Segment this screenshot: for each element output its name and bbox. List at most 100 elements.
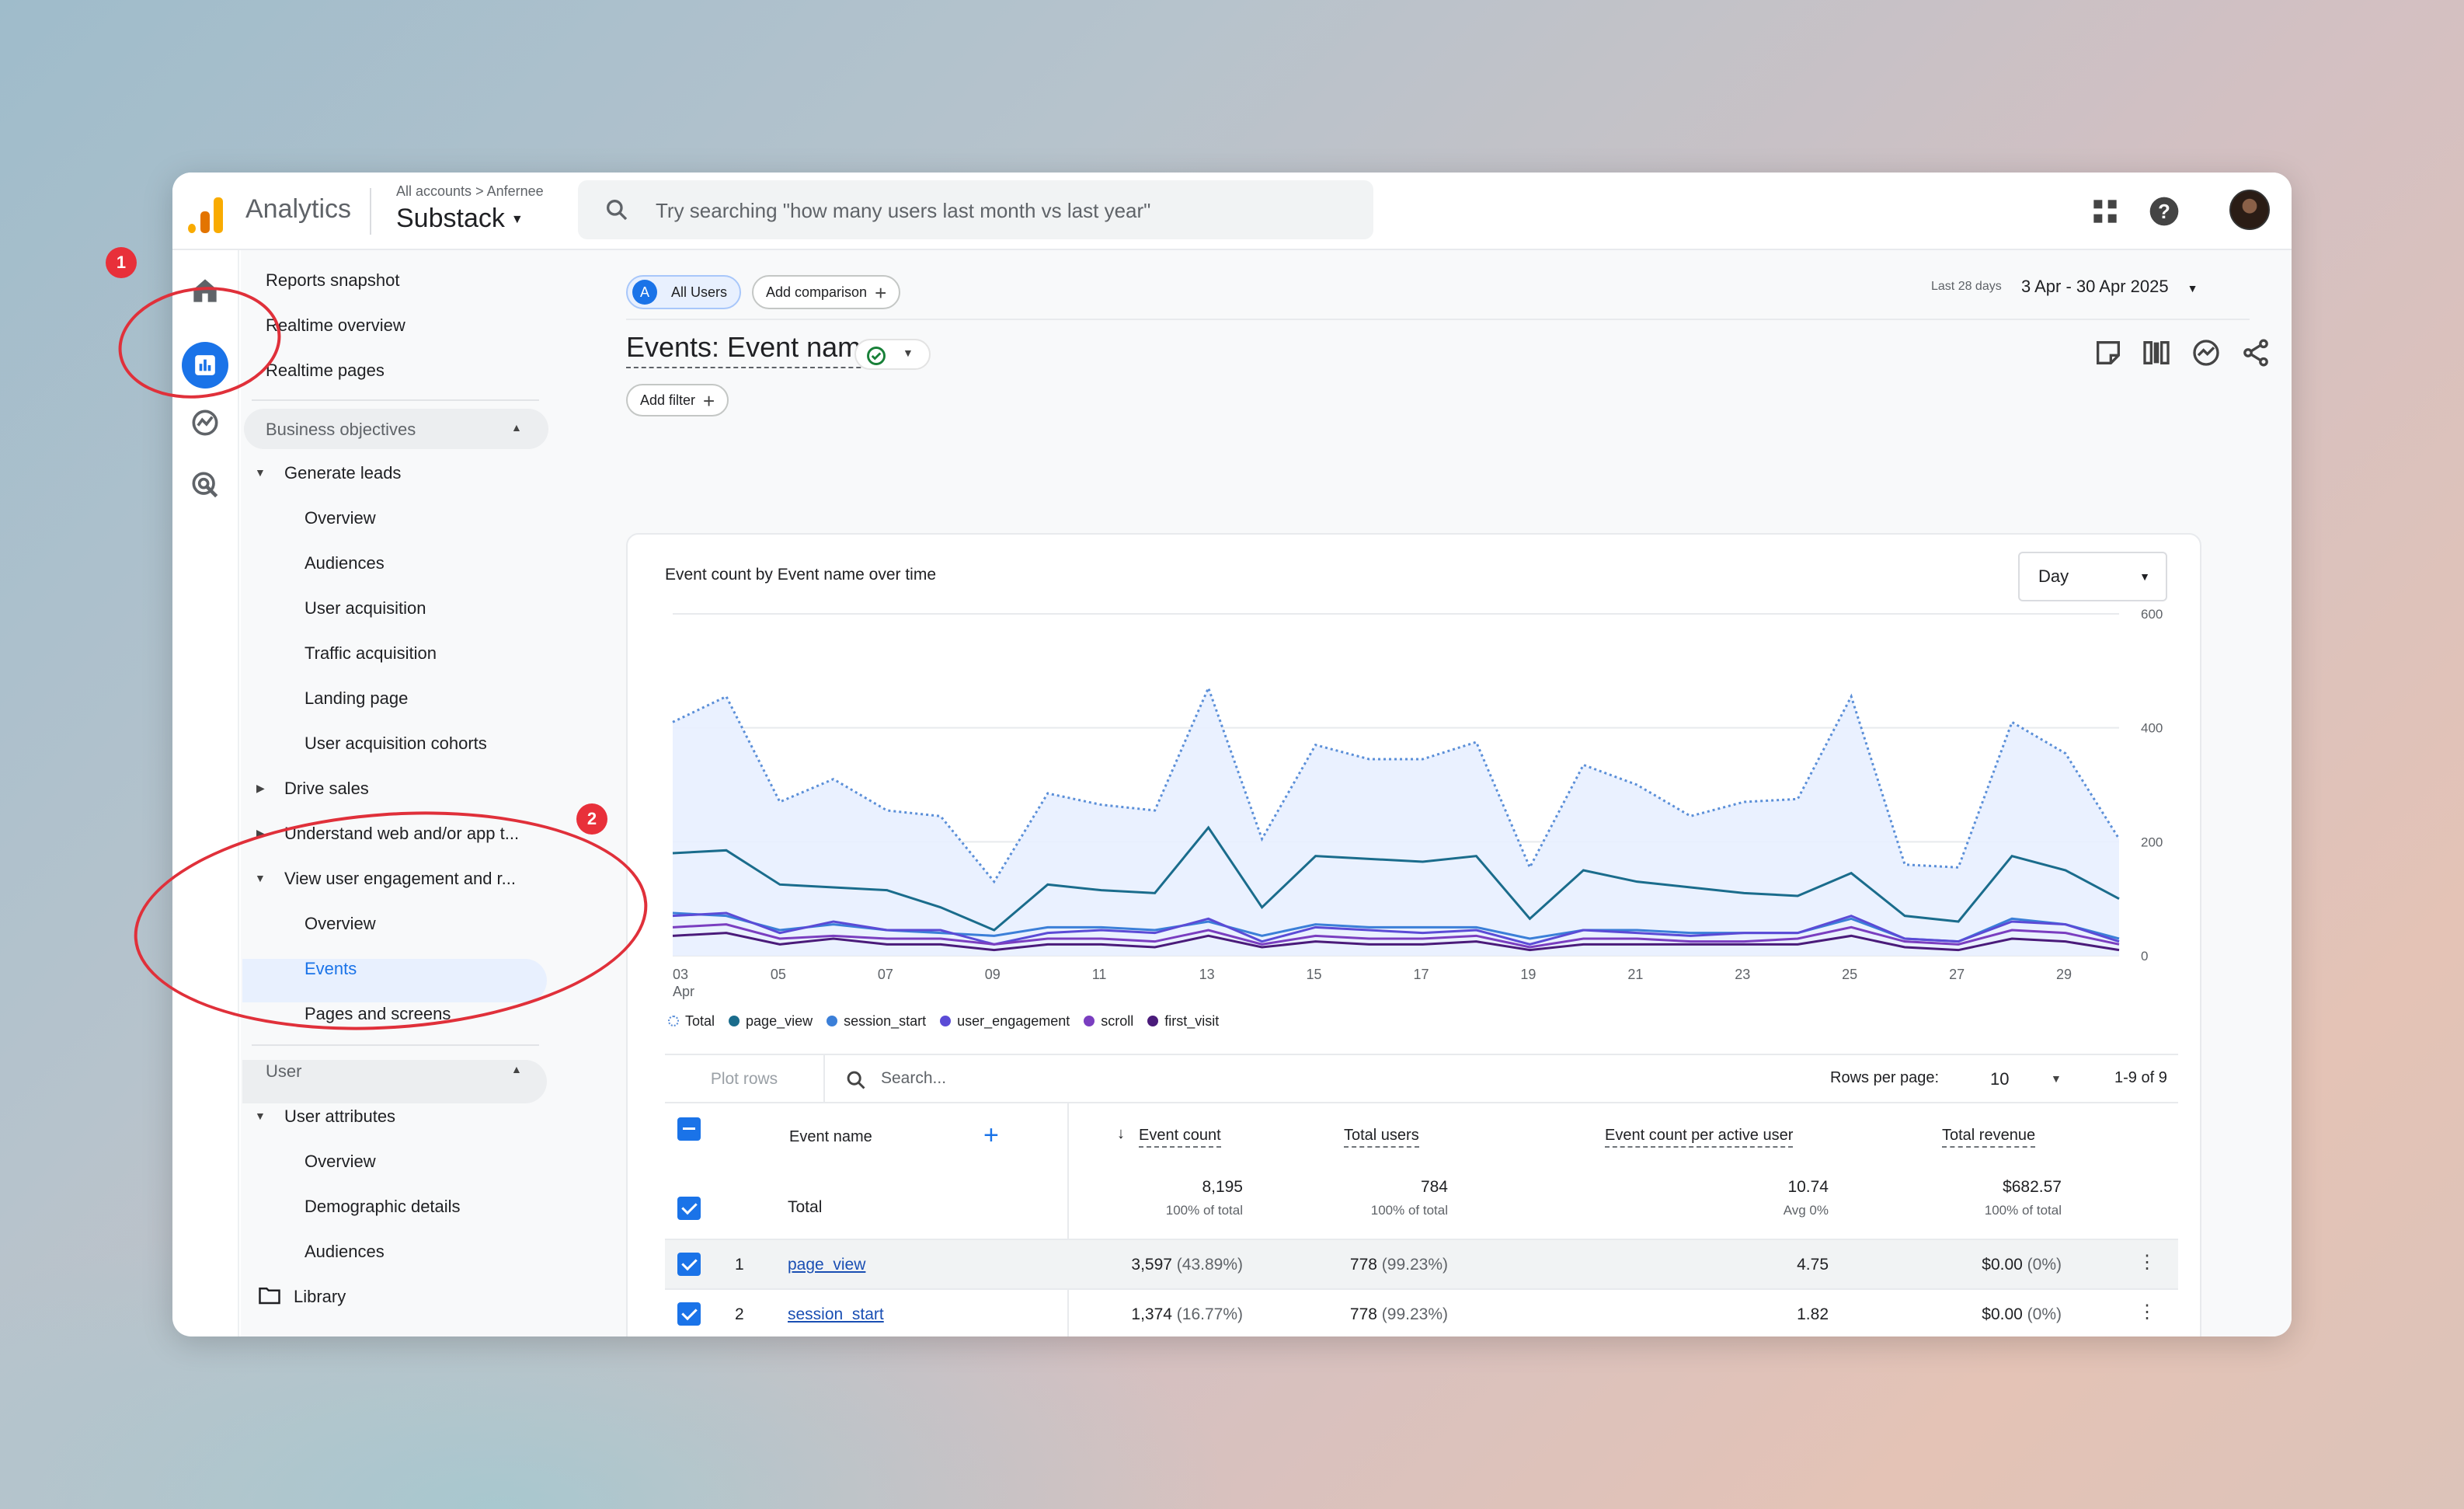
page-title[interactable]: Events: Event name <box>626 331 877 368</box>
nav-gl-landing-page[interactable]: Landing page <box>305 688 409 708</box>
legend-label: user_engagement <box>957 1013 1070 1029</box>
segment-badge: A <box>632 280 657 305</box>
avatar[interactable] <box>2229 190 2270 230</box>
nav-ua-demographics[interactable]: Demographic details <box>305 1197 461 1216</box>
search-icon <box>607 200 628 221</box>
more-options-icon[interactable]: ⋮ <box>2138 1252 2156 1273</box>
triangle-down-icon[interactable]: ▼ <box>255 466 266 479</box>
advertising-icon[interactable] <box>188 468 222 502</box>
share-icon[interactable] <box>2240 337 2271 368</box>
revenue-cell: $0.00 (0%) <box>1982 1305 2062 1323</box>
legend-item[interactable]: user_engagement <box>940 1013 1070 1030</box>
sort-down-icon[interactable]: ↓ <box>1117 1125 1125 1142</box>
search-bar[interactable]: Try searching "how many users last month… <box>578 180 1373 239</box>
main-content: A All Users Add comparison + Last 28 days… <box>611 250 2292 1336</box>
help-icon[interactable]: ? <box>2147 194 2181 228</box>
plot-rows-button[interactable]: Plot rows <box>665 1055 825 1103</box>
nav-gl-user-acquisition[interactable]: User acquisition <box>305 598 426 618</box>
business-objectives-header[interactable] <box>244 409 548 449</box>
header-event-count[interactable]: Event count <box>1139 1127 1221 1148</box>
nav-understand[interactable]: Understand web and/or app t... <box>284 824 520 843</box>
nav-realtime-pages[interactable]: Realtime pages <box>266 361 385 380</box>
x-tick-label: 29 <box>2056 967 2072 982</box>
select-all-checkbox[interactable] <box>677 1117 701 1141</box>
add-filter-button[interactable]: Add filter + <box>626 384 729 416</box>
legend-item[interactable]: page_view <box>729 1013 813 1030</box>
nav-eng-overview[interactable]: Overview <box>305 914 376 933</box>
series-area-total <box>673 688 2119 956</box>
event-count-chart[interactable]: 0 200 400 600 03 05 07 09 11 13 15 17 19 21 23 25 27 29 Ap… <box>628 597 2203 1001</box>
triangle-right-icon[interactable]: ▶ <box>256 782 265 794</box>
nav-ua-overview[interactable]: Overview <box>305 1152 376 1171</box>
nav-reports-snapshot[interactable]: Reports snapshot <box>266 270 400 290</box>
property-selector[interactable]: Substack ▼ <box>396 204 524 233</box>
date-range-label: Last 28 days <box>1931 280 2002 293</box>
account-breadcrumb[interactable]: All accounts > Anfernee <box>396 183 544 199</box>
total-users: 784 <box>1420 1178 1448 1196</box>
event-name-link[interactable]: page_view <box>788 1256 866 1274</box>
legend-item[interactable]: first_visit <box>1147 1013 1219 1030</box>
legend-dot-icon <box>827 1016 838 1026</box>
row-checkbox[interactable] <box>677 1302 701 1326</box>
header-total-users[interactable]: Total users <box>1344 1127 1419 1148</box>
legend-item[interactable]: scroll <box>1084 1013 1133 1030</box>
legend-dot-icon <box>1147 1016 1159 1026</box>
row-index: 2 <box>735 1305 744 1323</box>
user-header-label[interactable]: User <box>266 1061 302 1081</box>
nav-library[interactable]: Library <box>294 1287 346 1306</box>
nav-generate-leads[interactable]: Generate leads <box>284 463 402 483</box>
legend-item[interactable]: Total <box>668 1013 715 1030</box>
nav-gl-overview[interactable]: Overview <box>305 508 376 528</box>
header-event-name[interactable]: Event name <box>789 1128 872 1145</box>
row-checkbox[interactable] <box>677 1253 701 1276</box>
nav-engagement[interactable]: View user engagement and r... <box>284 869 517 888</box>
caret-down-icon[interactable]: ▼ <box>2051 1072 2062 1085</box>
chevron-up-icon[interactable]: ▲ <box>511 1063 522 1075</box>
home-icon[interactable] <box>188 274 222 308</box>
triangle-down-icon[interactable]: ▼ <box>255 872 266 884</box>
x-tick-label: 21 <box>1627 967 1643 982</box>
nav-gl-traffic-acquisition[interactable]: Traffic acquisition <box>305 643 437 663</box>
table-search-input[interactable]: Search... <box>881 1069 947 1087</box>
per-user-cell: 4.75 <box>1797 1256 1829 1274</box>
row-index: 1 <box>735 1256 744 1274</box>
y-tick-label: 600 <box>2141 607 2163 622</box>
nav-eng-pages-screens[interactable]: Pages and screens <box>305 1004 451 1023</box>
app-name: Analytics <box>245 194 352 224</box>
header-total-revenue[interactable]: Total revenue <box>1942 1127 2036 1148</box>
granularity-select[interactable]: Day ▼ <box>2018 552 2167 601</box>
legend-item[interactable]: session_start <box>827 1013 926 1030</box>
x-tick-label: 15 <box>1307 967 1322 982</box>
analytics-logo-icon[interactable] <box>188 197 224 233</box>
add-dimension-icon[interactable]: + <box>983 1120 999 1150</box>
nav-drive-sales[interactable]: Drive sales <box>284 779 369 798</box>
status-dropdown[interactable]: ▼ <box>854 339 931 370</box>
nav-realtime-overview[interactable]: Realtime overview <box>266 315 405 335</box>
more-options-icon[interactable]: ⋮ <box>2138 1302 2156 1323</box>
note-icon[interactable] <box>2093 337 2124 368</box>
nav-gl-audiences[interactable]: Audiences <box>305 553 385 573</box>
nav-ua-audiences[interactable]: Audiences <box>305 1242 385 1261</box>
all-users-chip[interactable]: A All Users <box>626 275 742 309</box>
header-per-user[interactable]: Event count per active user <box>1605 1127 1794 1148</box>
plus-icon: + <box>875 281 887 305</box>
customize-icon[interactable] <box>2141 337 2172 368</box>
total-checkbox[interactable] <box>677 1197 701 1220</box>
compare-icon[interactable] <box>2191 337 2222 368</box>
triangle-down-icon[interactable]: ▼ <box>255 1110 266 1122</box>
nav-gl-cohorts[interactable]: User acquisition cohorts <box>305 734 487 753</box>
nav-eng-events[interactable]: Events <box>305 959 357 978</box>
rows-per-page-select[interactable]: 10 <box>1990 1069 2010 1089</box>
triangle-right-icon[interactable]: ▶ <box>256 827 265 839</box>
apps-grid-icon[interactable] <box>2088 194 2122 228</box>
explore-icon[interactable] <box>188 406 222 440</box>
folder-icon <box>259 1288 280 1305</box>
legend-dot-icon <box>668 1016 679 1026</box>
search-input[interactable]: Try searching "how many users last month… <box>656 199 1151 222</box>
chevron-up-icon[interactable]: ▲ <box>511 421 522 434</box>
date-range-picker[interactable]: 3 Apr - 30 Apr 2025 ▼ <box>2021 277 2198 296</box>
add-comparison-button[interactable]: Add comparison + <box>752 275 901 309</box>
event-name-link[interactable]: session_start <box>788 1305 884 1323</box>
nav-user-attributes[interactable]: User attributes <box>284 1106 396 1126</box>
legend-label: first_visit <box>1164 1013 1220 1029</box>
